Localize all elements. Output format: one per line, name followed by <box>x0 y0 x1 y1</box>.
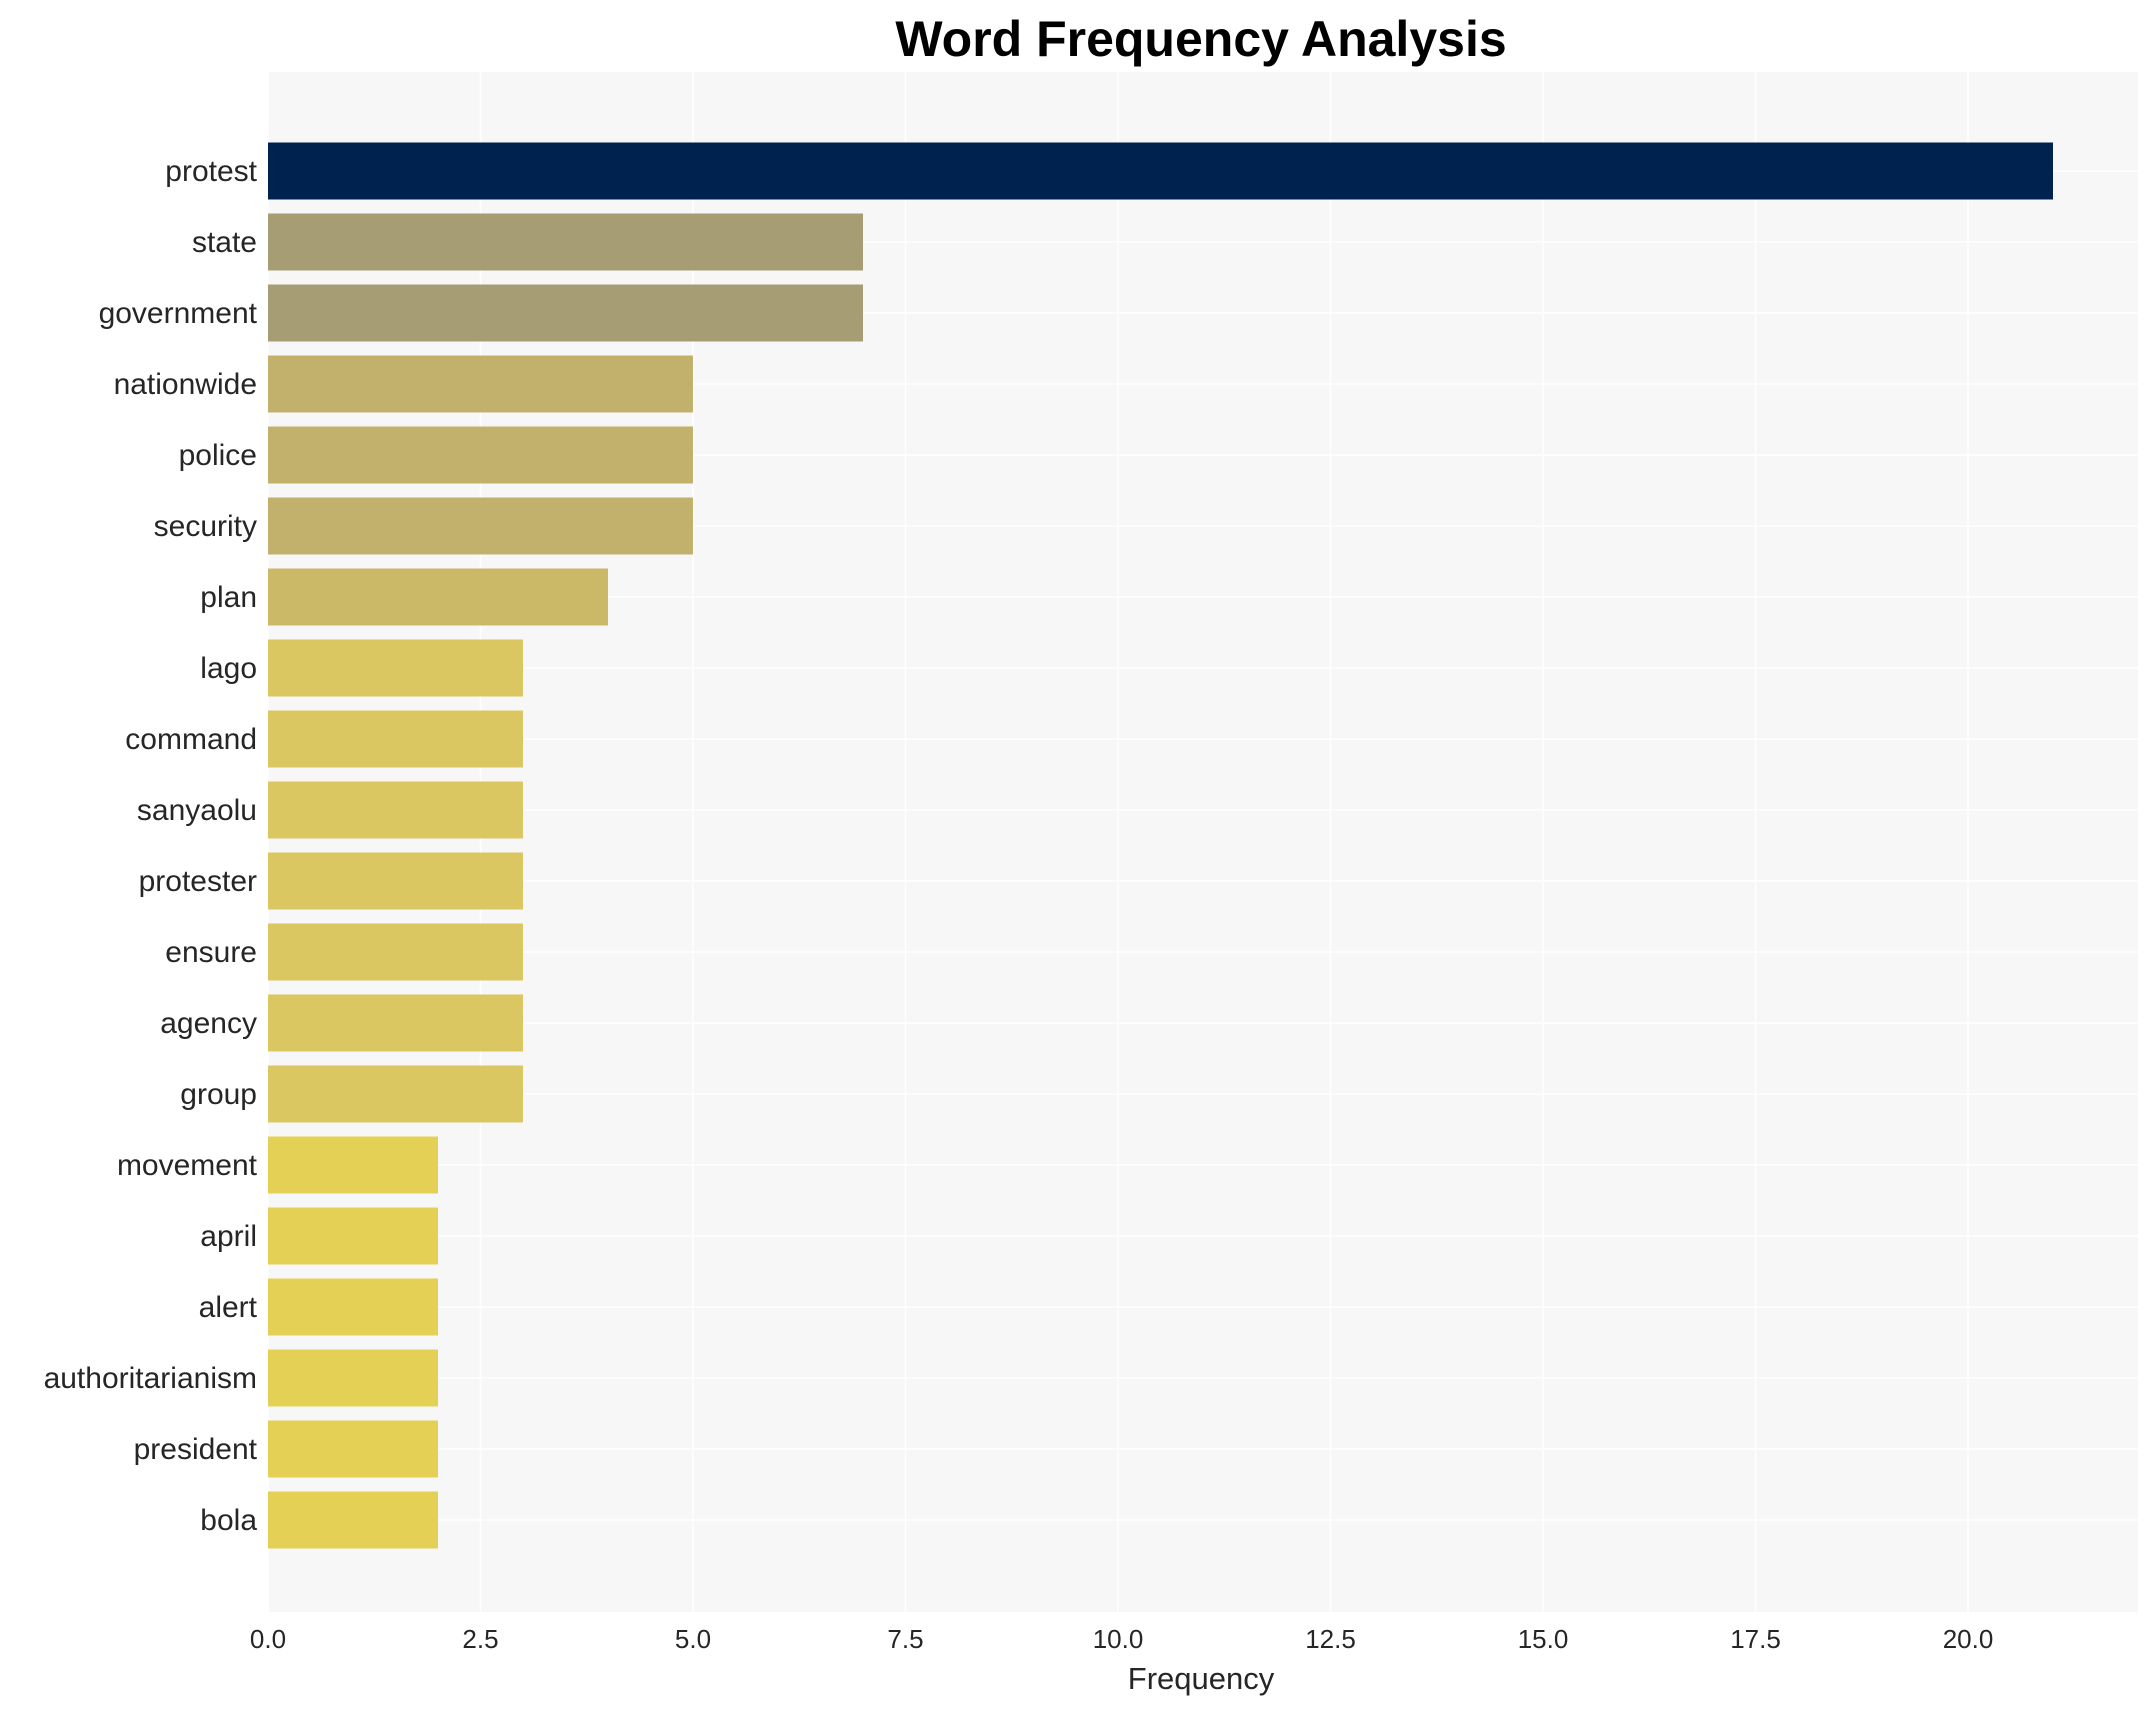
y-tick-label-nationwide: nationwide <box>114 368 257 401</box>
bar-protester <box>268 852 523 910</box>
y-tick-label-lago: lago <box>200 652 257 685</box>
bar-movement <box>268 1136 438 1194</box>
bars <box>268 142 2053 1549</box>
y-tick-label-alert: alert <box>199 1291 258 1324</box>
bar-authoritarianism <box>268 1349 438 1407</box>
bar-april <box>268 1207 438 1265</box>
y-tick-label-ensure: ensure <box>165 936 257 969</box>
bar-nationwide <box>268 355 693 413</box>
bar-alert <box>268 1278 438 1336</box>
x-tick-label: 2.5 <box>462 1624 498 1654</box>
y-tick-label-group: group <box>180 1078 257 1111</box>
bar-government <box>268 284 863 342</box>
y-tick-label-command: command <box>125 723 257 756</box>
y-tick-label-security: security <box>154 510 257 543</box>
bar-lago <box>268 639 523 697</box>
bar-security <box>268 497 693 555</box>
y-tick-labels: protest state government nationwide police se… <box>44 155 258 1537</box>
y-tick-label-protest: protest <box>165 155 257 188</box>
x-tick-label: 15.0 <box>1518 1624 1569 1654</box>
bar-protest <box>268 142 2053 200</box>
y-tick-label-president: president <box>134 1433 258 1466</box>
bar-president <box>268 1420 438 1478</box>
y-tick-label-bola: bola <box>200 1504 257 1537</box>
y-tick-label-april: april <box>200 1220 257 1253</box>
y-tick-label-police: police <box>179 439 257 472</box>
bar-group <box>268 1065 523 1123</box>
x-tick-label: 7.5 <box>887 1624 923 1654</box>
bar-police <box>268 426 693 484</box>
y-tick-label-state: state <box>192 226 257 259</box>
bar-state <box>268 213 863 271</box>
bar-agency <box>268 994 523 1052</box>
y-tick-label-authoritarianism: authoritarianism <box>44 1362 257 1395</box>
bar-bola <box>268 1491 438 1549</box>
y-tick-label-movement: movement <box>117 1149 258 1182</box>
bar-command <box>268 710 523 768</box>
x-tick-label: 5.0 <box>675 1624 711 1654</box>
y-tick-label-government: government <box>99 297 258 330</box>
x-tick-labels: 0.0 2.5 5.0 7.5 10.0 12.5 15.0 17.5 20.0 <box>250 1624 1993 1654</box>
bar-ensure <box>268 923 523 981</box>
y-tick-label-protester: protester <box>139 865 257 898</box>
x-tick-label: 0.0 <box>250 1624 286 1654</box>
y-tick-label-plan: plan <box>200 581 257 614</box>
chart-title: Word Frequency Analysis <box>895 11 1506 67</box>
x-tick-label: 10.0 <box>1093 1624 1144 1654</box>
x-tick-label: 12.5 <box>1305 1624 1356 1654</box>
x-tick-label: 20.0 <box>1943 1624 1994 1654</box>
x-tick-label: 17.5 <box>1730 1624 1781 1654</box>
bar-plan <box>268 568 608 626</box>
y-tick-label-sanyaolu: sanyaolu <box>137 794 257 827</box>
bar-sanyaolu <box>268 781 523 839</box>
y-tick-label-agency: agency <box>160 1007 257 1040</box>
x-axis-label: Frequency <box>1128 1661 1275 1696</box>
